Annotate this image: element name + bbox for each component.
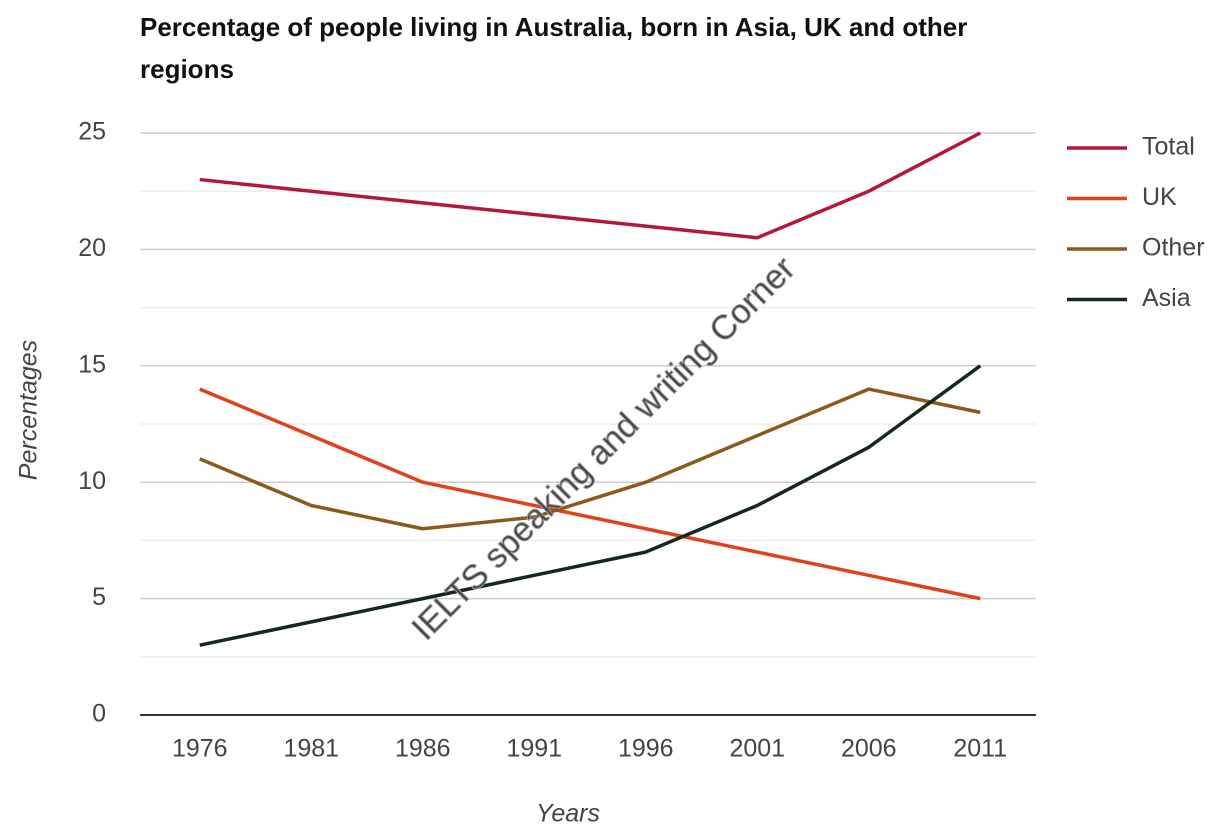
y-tick-label: 15 xyxy=(78,350,106,378)
x-tick-label: 2011 xyxy=(953,735,1007,763)
line xyxy=(199,131,982,240)
legend-label: Total xyxy=(1142,133,1195,161)
legend-label: Other xyxy=(1142,234,1205,262)
legend-label: UK xyxy=(1142,183,1177,211)
legend-label: Asia xyxy=(1142,284,1191,312)
y-tick-label: 5 xyxy=(92,583,106,611)
x-tick-label: 1976 xyxy=(172,735,228,763)
chart-title: Percentage of people living in Australia… xyxy=(140,12,968,84)
x-axis-label: Years xyxy=(536,800,600,828)
x-tick-label: 2006 xyxy=(841,735,897,763)
x-tick-label: 1991 xyxy=(506,735,562,763)
x-tick-label: 1981 xyxy=(283,735,339,763)
x-tick-label: 1996 xyxy=(618,735,674,763)
y-tick-label: 20 xyxy=(78,234,106,262)
line xyxy=(199,387,981,531)
line xyxy=(199,364,982,647)
x-tick-label: 1986 xyxy=(395,735,451,763)
y-axis-label: Percentages xyxy=(15,340,43,480)
x-tick-label: 2001 xyxy=(729,735,785,763)
y-tick-label: 0 xyxy=(92,700,106,728)
y-tick-label: 25 xyxy=(78,118,106,146)
y-tick-label: 10 xyxy=(78,467,106,495)
watermark: IELTS speaking and writing Corner xyxy=(405,250,803,648)
line xyxy=(199,387,981,601)
